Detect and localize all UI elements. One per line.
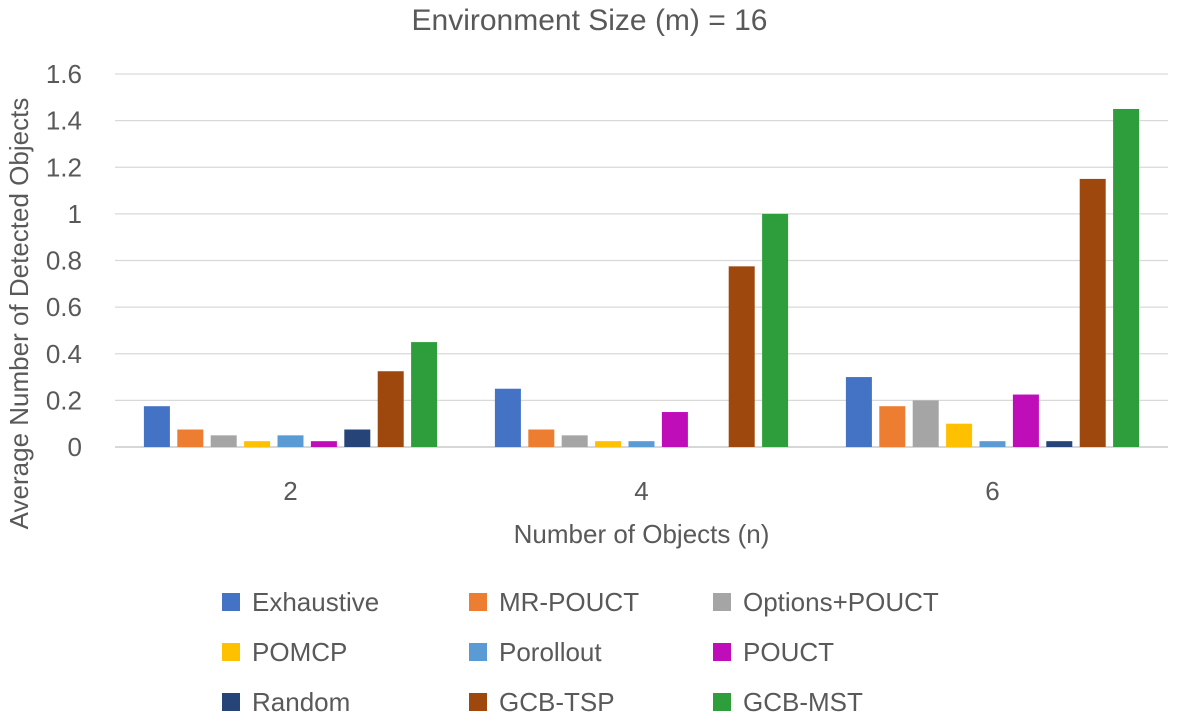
bar-options-pouct-2 [210,435,237,447]
x-tick-label: 2 [283,476,297,506]
bar-exhaustive-6 [845,377,872,447]
legend-item: Random [222,685,350,719]
y-tick-label: 0.6 [46,292,82,322]
legend-item: Porollout [469,635,602,669]
bar-mr-pouct-2 [177,429,204,447]
legend-swatch [222,593,240,611]
legend-label: GCB-TSP [499,686,615,717]
bar-pomcp-4 [595,441,622,447]
legend-swatch [469,593,487,611]
bar-gcb-mst-4 [762,213,789,447]
bar-porollout-4 [628,441,655,447]
bar-mr-pouct-6 [879,406,906,447]
x-axis-label: Number of Objects (n) [514,519,770,549]
bar-options-pouct-6 [912,400,939,447]
y-tick-label: 0 [68,432,82,462]
y-tick-label: 1.6 [46,59,82,89]
bar-options-pouct-4 [561,435,588,447]
y-tick-label: 0.8 [46,246,82,276]
bar-pomcp-2 [244,441,271,447]
bar-gcb-mst-2 [411,342,438,447]
bar-random-2 [344,429,371,447]
legend-item: POUCT [713,635,834,669]
legend-label: Random [252,686,351,717]
y-tick-label: 1.2 [46,152,82,182]
legend-swatch [222,693,240,711]
bar-mr-pouct-4 [528,429,555,447]
legend-swatch [222,643,240,661]
bar-pomcp-6 [946,423,973,447]
legend-item: Exhaustive [222,585,379,619]
bar-exhaustive-4 [494,388,521,447]
bar-pouct-2 [310,441,337,447]
legend-label: POMCP [252,636,348,667]
legend-label: GCB-MST [743,686,863,717]
legend-item: GCB-TSP [469,685,615,719]
legend-label: Options+POUCT [743,586,939,617]
bar-porollout-6 [979,441,1006,447]
bar-random-6 [1046,441,1073,447]
y-tick-label: 1 [68,199,82,229]
bar-porollout-2 [277,435,304,447]
y-axis-label: Average Number of Detected Objects [4,98,34,530]
legend-label: MR-POUCT [499,586,640,617]
chart-title: Environment Size (m) = 16 [411,4,768,37]
legend-swatch [713,593,731,611]
legend-swatch [469,643,487,661]
legend-swatch [713,643,731,661]
legend-label: Porollout [499,636,602,667]
x-tick-label: 6 [985,476,999,506]
y-tick-label: 1.4 [46,106,82,136]
bar-gcb-tsp-6 [1079,178,1106,447]
legend-label: POUCT [743,636,834,667]
legend-item: GCB-MST [713,685,863,719]
bar-gcb-tsp-2 [377,371,404,447]
x-tick-label: 4 [634,476,648,506]
legend-item: POMCP [222,635,347,669]
legend-swatch [713,693,731,711]
y-tick-label: 0.2 [46,385,82,415]
legend-item: MR-POUCT [469,585,639,619]
bar-gcb-tsp-4 [728,266,755,447]
bar-pouct-4 [661,412,688,447]
legend-item: Options+POUCT [713,585,939,619]
bar-gcb-mst-6 [1113,108,1140,447]
legend-label: Exhaustive [252,586,380,617]
bar-exhaustive-2 [143,406,170,447]
chart-plot: 0 0.2 0.4 0.6 0.8 1 1.2 1.4 1.6 Average Number of… [4,59,1168,549]
y-tick-label: 0.4 [46,339,82,369]
bar-pouct-6 [1012,394,1039,447]
legend-swatch [469,693,487,711]
